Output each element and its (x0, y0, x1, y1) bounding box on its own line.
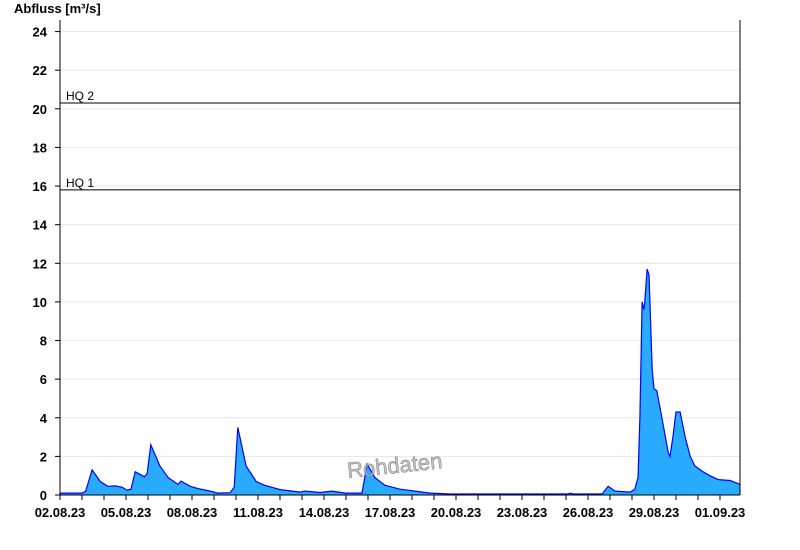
x-tick-label: 26.08.23 (563, 505, 614, 520)
threshold-label: HQ 1 (66, 176, 94, 190)
x-tick-label: 01.09.23 (695, 505, 746, 520)
y-axis-label: Abfluss [m³/s] (14, 1, 101, 16)
y-tick-label: 24 (33, 25, 48, 40)
x-tick-label: 02.08.23 (35, 505, 86, 520)
x-tick-label: 08.08.23 (167, 505, 218, 520)
y-tick-label: 8 (40, 334, 47, 349)
discharge-area (60, 269, 741, 495)
y-tick-label: 22 (33, 63, 47, 78)
y-tick-label: 10 (33, 295, 47, 310)
y-tick-label: 6 (40, 372, 47, 387)
y-tick-label: 20 (33, 102, 47, 117)
y-tick-label: 14 (33, 218, 48, 233)
discharge-line (60, 268, 741, 495)
y-tick-label: 4 (40, 411, 48, 426)
x-tick-label: 20.08.23 (431, 505, 482, 520)
y-tick-label: 12 (33, 256, 47, 271)
watermark: Rohdaten (346, 448, 444, 483)
threshold-label: HQ 2 (66, 89, 94, 103)
y-tick-label: 2 (40, 449, 47, 464)
x-tick-label: 14.08.23 (299, 505, 350, 520)
y-tick-label: 16 (33, 179, 47, 194)
y-tick-label: 18 (33, 140, 47, 155)
x-tick-label: 29.08.23 (629, 505, 680, 520)
x-tick-label: 17.08.23 (365, 505, 416, 520)
x-tick-label: 05.08.23 (101, 505, 152, 520)
x-tick-label: 11.08.23 (233, 505, 283, 520)
y-tick-label: 0 (40, 488, 47, 503)
x-tick-label: 23.08.23 (497, 505, 548, 520)
